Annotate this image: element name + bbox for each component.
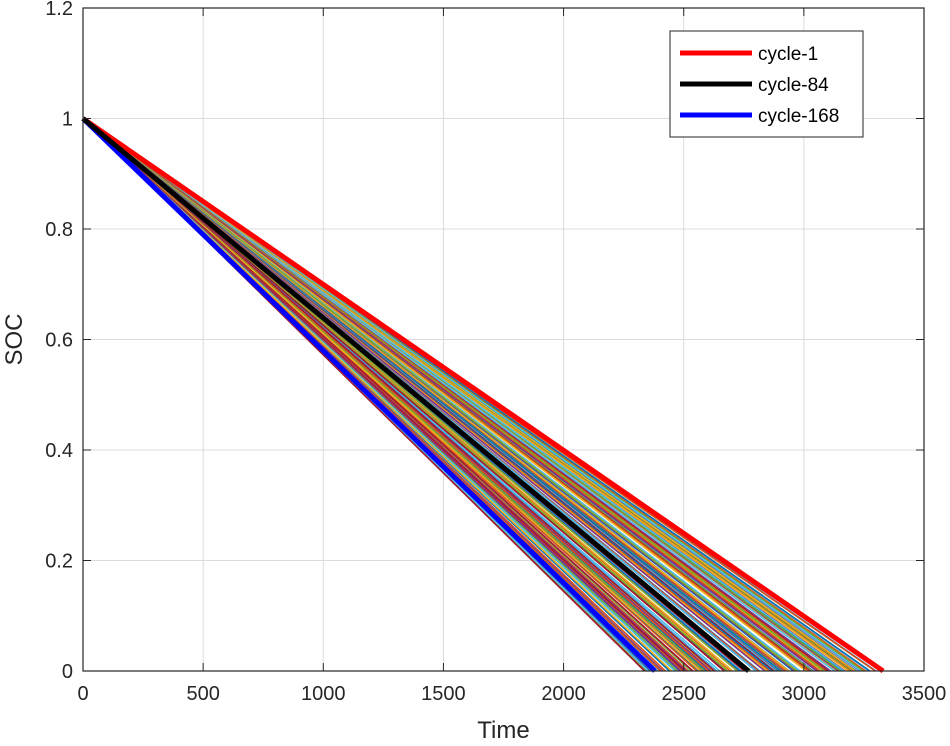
y-tick-label: 0.6 <box>45 330 73 352</box>
y-tick-label: 0.4 <box>45 440 73 462</box>
x-tick-label: 3000 <box>782 683 827 705</box>
x-tick-label: 2500 <box>661 683 706 705</box>
x-tick-label: 3500 <box>902 683 947 705</box>
x-axis-title: Time <box>477 717 529 744</box>
series-line-cycle-1 <box>81 116 885 674</box>
axes: 0 500 1000 1500 2000 2500 3000 3500 0 0.2 0.4 0.6 0.… <box>45 0 946 705</box>
x-tick-label: 2000 <box>541 683 586 705</box>
legend-label: cycle-1 <box>758 44 818 65</box>
series-line-cycle-84 <box>81 116 751 673</box>
y-tick-label: 0 <box>62 661 73 683</box>
legend: cycle-1 cycle-84 cycle-168 <box>669 30 864 138</box>
y-tick-label: 0.8 <box>45 219 73 241</box>
y-tick-label: 0.2 <box>45 551 73 573</box>
y-tick-label: 1.2 <box>45 0 73 20</box>
cycle-line <box>82 117 701 672</box>
x-tick-label: 1000 <box>301 683 346 705</box>
cycle-line <box>82 117 725 672</box>
legend-label: cycle-168 <box>758 106 839 127</box>
x-tick-label: 500 <box>186 683 219 705</box>
legend-label: cycle-84 <box>758 75 829 96</box>
series-group <box>81 116 885 674</box>
x-tick-label: 1500 <box>421 683 466 705</box>
x-tick-label: 0 <box>77 683 88 705</box>
series-line-cycle-168 <box>81 116 657 673</box>
y-axis-title: SOC <box>1 313 28 365</box>
y-tick-label: 1 <box>62 109 73 131</box>
